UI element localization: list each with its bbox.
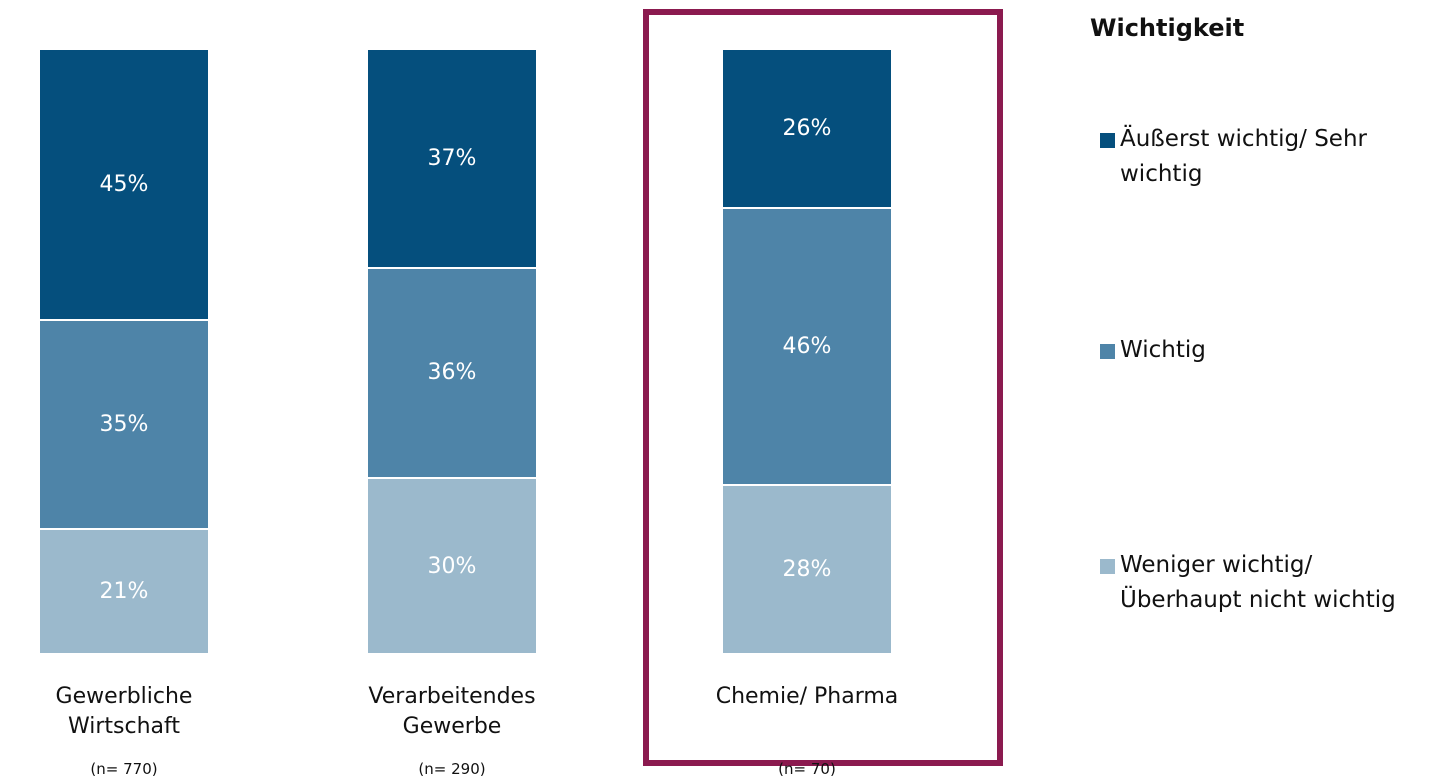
value-label: 21% [99, 578, 149, 604]
value-label: 46% [782, 333, 832, 359]
bar-segment: 45% [40, 50, 208, 319]
legend-label: Weniger wichtig/ Überhaupt nicht wichtig [1120, 552, 1396, 613]
bar-segment: 46% [723, 206, 891, 485]
bar-segment: 30% [368, 477, 536, 653]
legend-swatch [1100, 133, 1115, 148]
legend-swatch [1100, 559, 1115, 574]
sample-size: (n= 770) [90, 760, 158, 778]
value-label: 26% [782, 115, 832, 141]
legend-swatch [1100, 344, 1115, 359]
legend-title: Wichtigkeit [1090, 14, 1245, 42]
bar-segment: 28% [723, 484, 891, 653]
x-tick-label: Verarbeitendes Gewerbe [368, 684, 536, 739]
x-tick-label: Chemie/ Pharma [715, 684, 899, 709]
sample-size: (n= 70) [778, 760, 836, 778]
value-label: 37% [427, 145, 477, 171]
legend-label: Wichtig [1120, 337, 1206, 363]
bar-segment: 26% [723, 50, 891, 207]
value-label: 45% [99, 171, 149, 197]
highlight-box [643, 9, 1003, 766]
sample-size: (n= 290) [418, 760, 486, 778]
bar-segment: 37% [368, 50, 536, 267]
bar-segment: 35% [40, 318, 208, 528]
x-tick-label: Gewerbliche Wirtschaft [55, 684, 193, 739]
value-label: 36% [427, 360, 477, 386]
value-label: 35% [99, 411, 149, 437]
legend-label: Äußerst wichtig/ Sehr wichtig [1120, 126, 1367, 187]
value-label: 28% [782, 557, 832, 583]
value-label: 30% [427, 553, 477, 579]
bar-segment: 36% [368, 266, 536, 478]
bar-segment: 21% [40, 527, 208, 653]
